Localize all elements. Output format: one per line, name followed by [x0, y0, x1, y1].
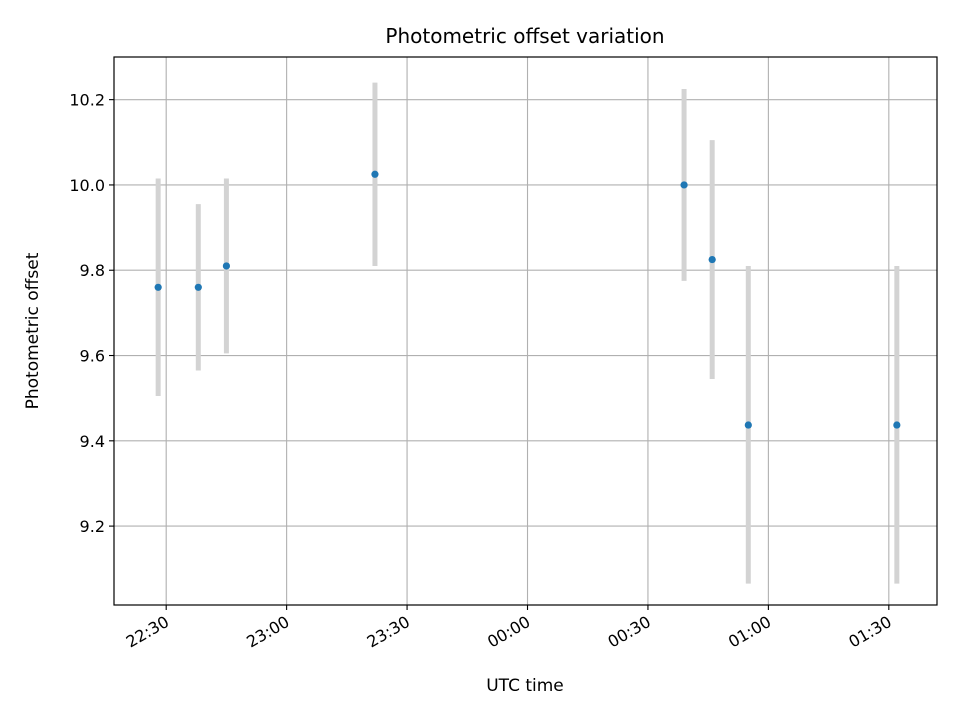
grid	[114, 57, 937, 605]
data-points	[154, 170, 901, 429]
data-point-6	[744, 421, 752, 429]
data-point-0	[154, 283, 162, 291]
data-point-1	[194, 283, 202, 291]
data-point-4	[680, 181, 688, 189]
y-tick-label-4: 10.0	[69, 176, 105, 195]
y-tick-label-0: 9.2	[80, 517, 105, 536]
y-tick-label-2: 9.6	[80, 347, 105, 366]
data-point-5	[708, 255, 716, 264]
chart-title: Photometric offset variation	[385, 24, 664, 48]
y-axis-label: Photometric offset	[23, 252, 43, 409]
y-tick-label-5: 10.2	[69, 91, 105, 110]
y-axis-ticks: 9.2 9.4 9.6 9.8 10.0 10.2	[69, 91, 114, 536]
y-tick-label-1: 9.4	[80, 432, 105, 451]
data-point-7	[893, 421, 901, 429]
x-axis-label: UTC time	[486, 676, 564, 696]
y-tick-label-3: 9.8	[80, 261, 105, 280]
plot-frame	[113, 56, 938, 606]
data-point-2	[222, 262, 231, 270]
data-point-3	[371, 170, 379, 178]
